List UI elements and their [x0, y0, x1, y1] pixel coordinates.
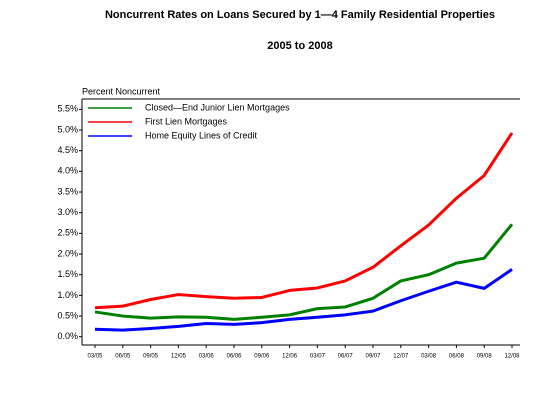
x-tick-label: 06/06: [226, 354, 242, 360]
y-tick-label: 4.5%: [57, 145, 78, 155]
x-tick-label: 12/07: [393, 354, 409, 360]
y-axis-label: Percent Noncurrent: [82, 86, 161, 96]
y-tick-label: 0.5%: [57, 310, 78, 320]
x-tick-label: 12/08: [504, 354, 520, 360]
x-tick-label: 03/06: [199, 354, 215, 360]
y-tick-label: 1.5%: [57, 269, 78, 279]
y-tick-label: 4.0%: [57, 166, 78, 176]
y-tick-label: 3.0%: [57, 207, 78, 217]
y-tick-label: 5.5%: [57, 104, 78, 114]
x-tick-label: 09/08: [477, 354, 493, 360]
chart-subtitle: 2005 to 2008: [267, 40, 332, 52]
x-tick-label: 12/06: [282, 354, 298, 360]
y-tick-label: 0.0%: [57, 331, 78, 341]
x-tick-label: 03/05: [87, 354, 103, 360]
x-tick-label: 03/08: [421, 354, 437, 360]
series-line: [94, 132, 514, 310]
series-line: [94, 223, 514, 321]
chart-title: Noncurrent Rates on Loans Secured by 1—4…: [105, 9, 495, 21]
series-line: [94, 268, 513, 332]
x-tick-label: 06/08: [449, 354, 465, 360]
y-tick-label: 3.5%: [57, 186, 78, 196]
y-tick-label: 5.0%: [57, 124, 78, 134]
x-tick-label: 09/07: [365, 354, 381, 360]
y-tick-label: 2.5%: [57, 228, 78, 238]
legend-label: Home Equity Lines of Credit: [145, 130, 258, 140]
x-tick-label: 03/07: [310, 354, 326, 360]
x-tick-label: 06/05: [115, 354, 131, 360]
legend-label: Closed—End Junior Lien Mortgages: [145, 102, 290, 112]
legend-label: First Lien Mortgages: [145, 116, 228, 126]
x-tick-label: 09/06: [254, 354, 270, 360]
y-tick-label: 1.0%: [57, 290, 78, 300]
y-tick-label: 2.0%: [57, 248, 78, 258]
x-tick-label: 12/05: [171, 354, 187, 360]
x-tick-label: 06/07: [338, 354, 354, 360]
x-tick-label: 09/05: [143, 354, 159, 360]
